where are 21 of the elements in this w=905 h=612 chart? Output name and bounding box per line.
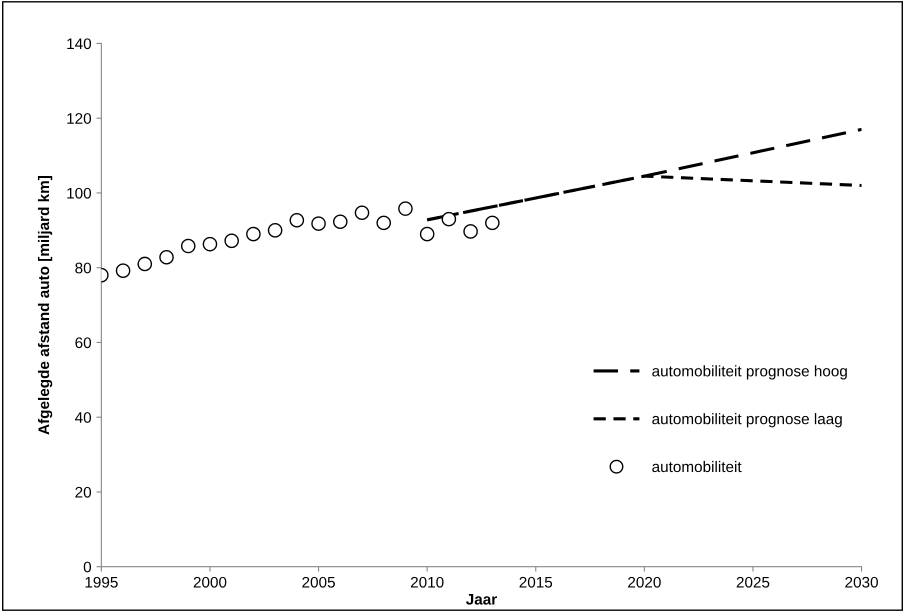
legend-label: automobiliteit prognose hoog — [652, 365, 847, 380]
y-tick-label: 0 — [84, 562, 92, 572]
y-tick-label: 140 — [67, 38, 92, 50]
legend-label: automobiliteit — [652, 460, 742, 472]
y-tick-label: 100 — [67, 188, 92, 199]
x-tick-label: 2015 — [520, 576, 552, 588]
x-tick-label: 2025 — [736, 576, 770, 588]
y-tick-label: 120 — [67, 113, 92, 124]
y-axis-title: Afgelegde afstand auto [miljard km] — [38, 176, 52, 435]
y-tick-label: 60 — [75, 337, 92, 348]
legend-label: automobiliteit prognose laag — [652, 413, 842, 428]
x-tick-label: 2030 — [845, 576, 878, 588]
x-tick-label: 1995 — [86, 576, 118, 588]
y-tick-label: 80 — [75, 262, 92, 274]
x-axis-title: Jaar — [466, 594, 497, 605]
y-tick-label: 40 — [74, 412, 92, 423]
x-tick-label: 2010 — [410, 576, 444, 588]
x-tick-label: 2000 — [194, 576, 226, 588]
x-tick-label: 2020 — [628, 576, 661, 588]
x-tick-label: 2005 — [302, 576, 335, 588]
y-tick-label: 20 — [75, 486, 92, 498]
